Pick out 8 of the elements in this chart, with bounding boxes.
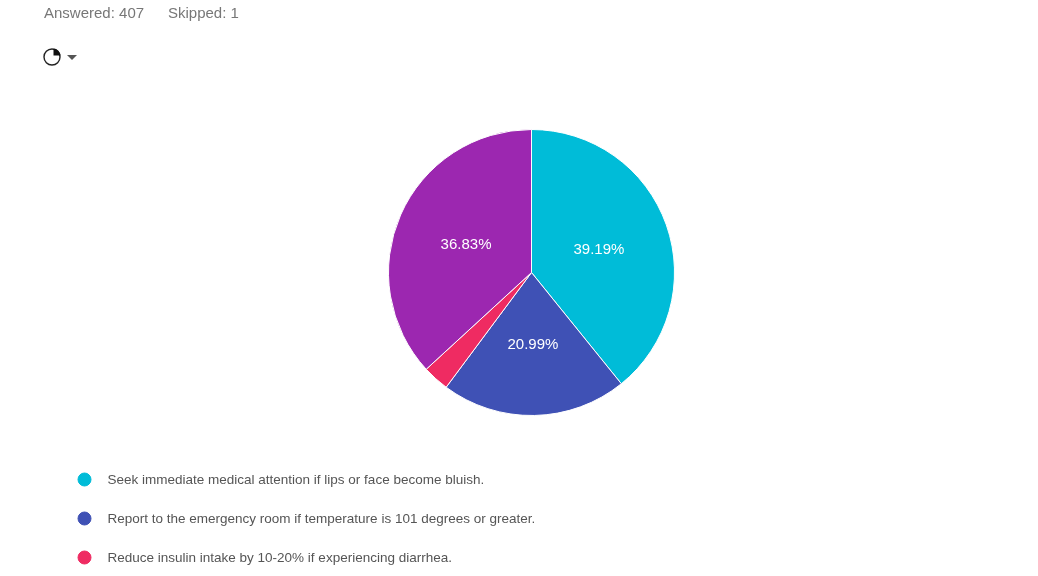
legend-label: Report to the emergency room if temperature is 101 degrees or greater. <box>107 511 536 526</box>
data-label: 36.83% <box>440 235 492 253</box>
data-label: 39.19% <box>573 240 625 258</box>
data-label: 20.99% <box>507 335 559 353</box>
text: Skipped: 1 <box>168 3 239 23</box>
text: Answered: 407 <box>44 3 145 23</box>
legend-label: Reduce insulin intake by 10-20% if experiencing diarrhea. <box>107 550 452 565</box>
legend-label: Seek immediate medical attention if lips or face become bluish. <box>107 472 485 487</box>
